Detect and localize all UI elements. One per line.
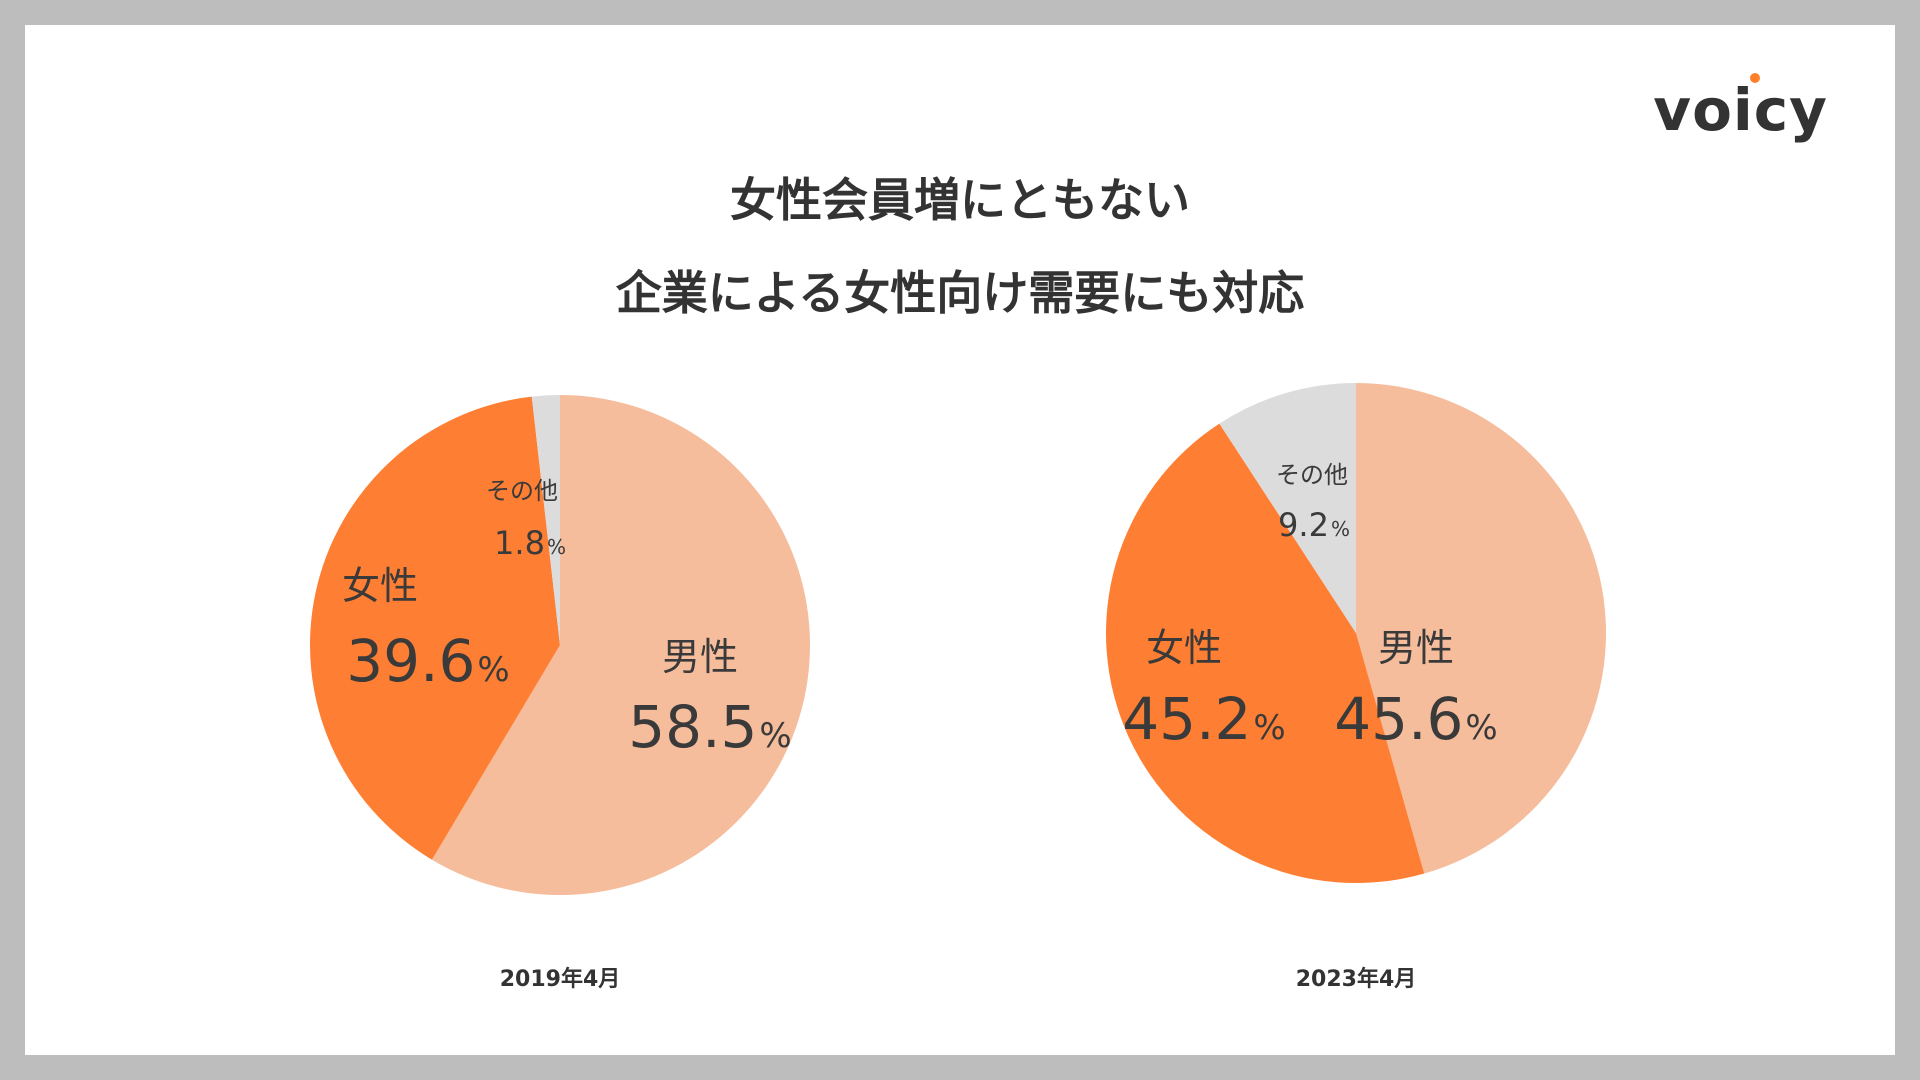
pie-slice-other [531, 395, 560, 645]
logo-text: voicy [1653, 76, 1828, 144]
slice-value-label: 45.2% [1122, 685, 1285, 753]
slice-label: 女性 [342, 564, 418, 608]
pie-chart-2019: 男性 58.5% 女性 39.6% その他 1.8% [310, 395, 810, 895]
caption-2023: 2023年4月 [1295, 967, 1417, 992]
pie-slice-male [1356, 383, 1607, 874]
slice-label: 男性 [662, 635, 738, 679]
pie-slice-male [431, 395, 810, 895]
pie-chart-2023: 男性 45.6% 女性 45.2% その他 9.2% [1105, 383, 1607, 883]
slice-value-label: 58.5% [628, 693, 791, 761]
pie-slice-other [1219, 383, 1356, 633]
slice-value-label: 39.6% [346, 627, 509, 695]
caption-2019: 2019年4月 [499, 967, 621, 992]
title-line-2: 企業による女性向け需要にも対応 [615, 266, 1305, 320]
slice-value-label: 1.8% [494, 524, 566, 562]
voicy-logo: voicy [1653, 73, 1828, 139]
pie-slice-female [310, 396, 560, 860]
slice-value-label: 9.2% [1278, 506, 1350, 544]
slice-label: その他 [1276, 461, 1348, 489]
logo-dot-icon [1750, 73, 1761, 83]
slice-label: 女性 [1146, 626, 1222, 670]
slice-label: その他 [486, 477, 558, 505]
slide: voicy 女性会員増にともない 企業による女性向け需要にも対応 男性 58.5%… [25, 25, 1895, 1055]
slice-label: 男性 [1378, 626, 1454, 670]
title-line-1: 女性会員増にともない [730, 173, 1190, 227]
slice-value-label: 45.6% [1334, 685, 1497, 753]
pie-slice-female [1105, 423, 1425, 883]
